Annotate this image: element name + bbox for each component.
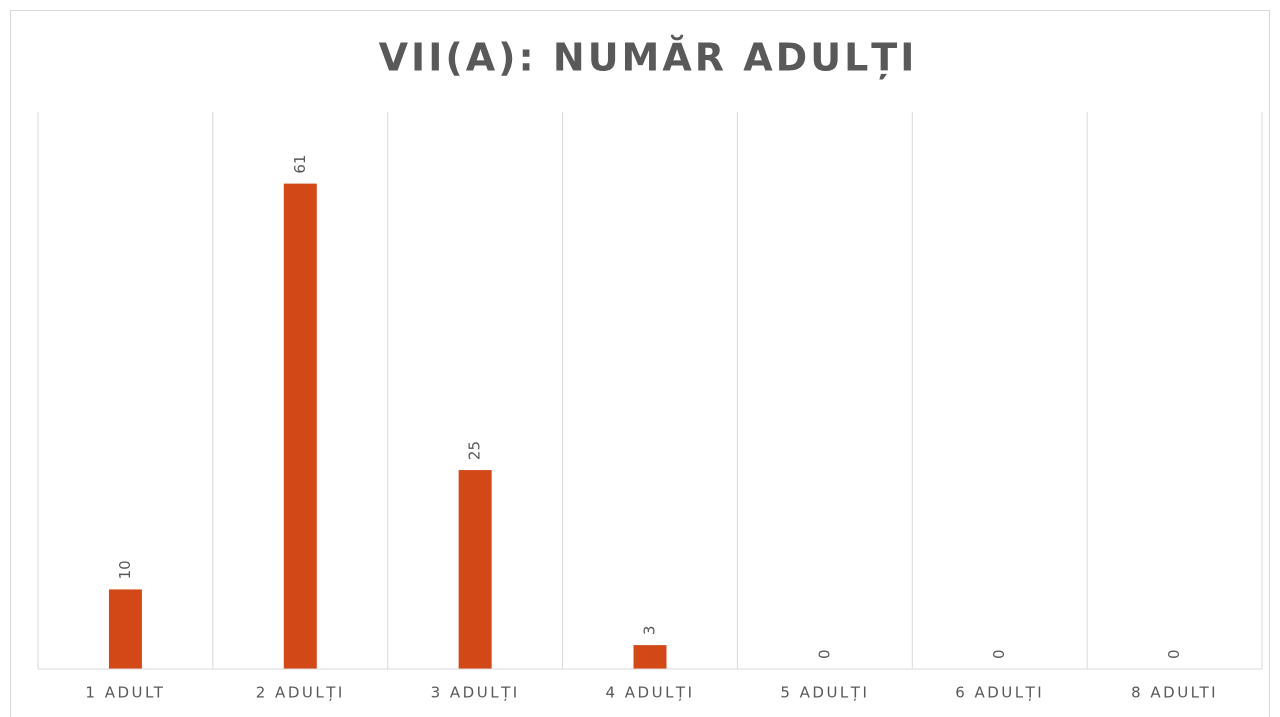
data-label: 61 <box>291 155 309 174</box>
data-label: 25 <box>466 441 484 460</box>
x-tick-label: 8 ADULTI <box>1131 684 1218 702</box>
bar <box>283 183 317 669</box>
x-tick-label: 4 ADULȚI <box>605 684 694 702</box>
x-tick-label: 5 ADULȚI <box>780 684 869 702</box>
chart-title: VII(A): NUMĂR ADULȚI <box>379 36 918 80</box>
x-tick-label: 6 ADULȚI <box>955 684 1044 702</box>
x-tick-label: 3 ADULȚI <box>431 684 520 702</box>
chart-border <box>10 10 1270 717</box>
data-label: 3 <box>641 626 659 636</box>
data-label: 0 <box>815 649 833 659</box>
x-tick-label: 2 ADULȚI <box>256 684 345 702</box>
data-label: 0 <box>1165 649 1183 659</box>
bar <box>108 589 142 669</box>
bar <box>458 470 492 669</box>
data-label: 0 <box>990 649 1008 659</box>
x-tick-label: 1 ADULT <box>85 684 165 702</box>
bar <box>633 645 667 669</box>
data-label: 10 <box>116 560 134 579</box>
